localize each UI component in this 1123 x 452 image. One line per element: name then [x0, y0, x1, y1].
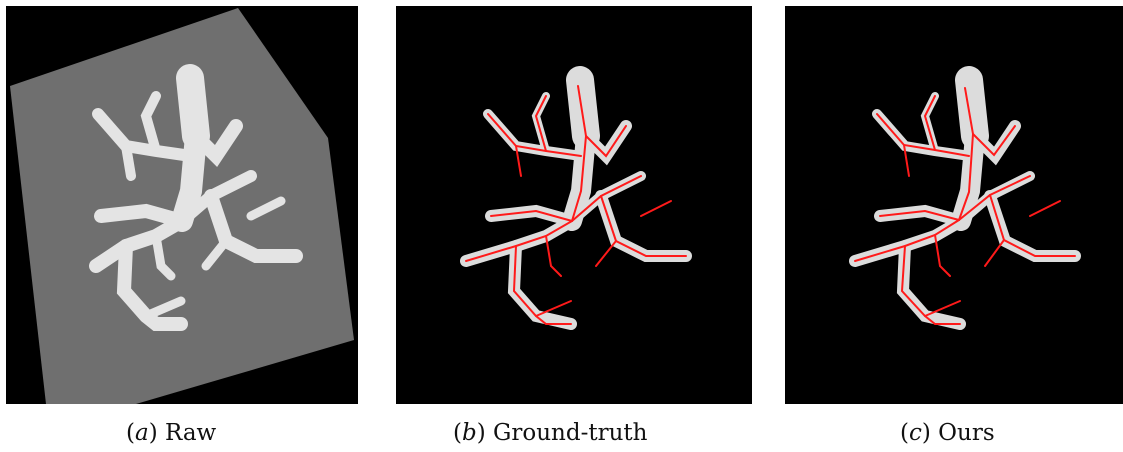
centerline-paths [854, 87, 1076, 325]
raw-volume-render [10, 8, 354, 404]
caption-ground-truth: (b) Ground-truth [453, 420, 648, 446]
raw-volume-panel [6, 6, 358, 404]
caption-ours-label: Ours [938, 420, 995, 446]
centerline-paths [465, 85, 687, 325]
ours-render [849, 66, 1081, 330]
caption-raw-label: Raw [165, 420, 217, 446]
ours-panel [785, 6, 1123, 404]
caption-ground-truth-label: Ground-truth [493, 420, 648, 446]
caption-ours: (c) Ours [900, 420, 995, 446]
vessel-tree [460, 66, 692, 330]
caption-ground-truth-letter: b [461, 420, 477, 446]
caption-raw-letter: a [134, 420, 149, 446]
caption-raw: (a) Raw [126, 420, 217, 446]
ground-truth-panel [396, 6, 752, 404]
ground-truth-render [460, 66, 692, 330]
caption-ours-letter: c [908, 420, 922, 446]
vessel-tree [89, 64, 303, 331]
